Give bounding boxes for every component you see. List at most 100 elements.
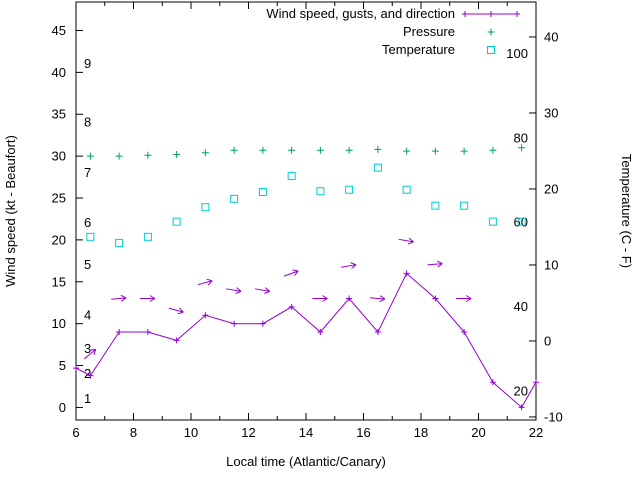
fahrenheit-label: 80 xyxy=(514,130,528,145)
legend-label-pressure: Pressure xyxy=(403,24,455,39)
temperature-point xyxy=(86,232,95,241)
wind-speed-point xyxy=(144,329,151,336)
beaufort-label: 2 xyxy=(84,366,91,381)
wind-direction-arrow xyxy=(111,294,127,302)
legend-sample-pressure-marker xyxy=(487,28,495,36)
left-tick-label: 35 xyxy=(52,107,66,122)
pressure-point xyxy=(259,146,267,154)
wind-speed-point xyxy=(533,379,539,386)
left-tick-label: 10 xyxy=(52,316,66,331)
left-tick-label: 30 xyxy=(52,149,66,164)
beaufort-label: 7 xyxy=(84,165,91,180)
wind-speed-point xyxy=(461,329,468,336)
celsius-tick-label: 0 xyxy=(544,333,551,348)
pressure-point xyxy=(115,152,123,160)
wind-direction-arrow xyxy=(254,287,271,294)
wind-direction-arrow xyxy=(83,348,97,360)
wind-direction-arrow xyxy=(398,237,414,245)
axis-ticks xyxy=(75,2,537,420)
wind-speed-point xyxy=(403,270,410,277)
pressure-point xyxy=(173,150,181,158)
temperature-point xyxy=(373,163,382,172)
temperature-point xyxy=(287,172,296,181)
wind-direction-arrow xyxy=(427,260,443,268)
x-tick-label: 18 xyxy=(414,425,428,440)
temperature-point xyxy=(345,185,354,194)
wind-speed-point xyxy=(346,295,353,302)
x-tick-label: 10 xyxy=(184,425,198,440)
arrow-shape xyxy=(427,260,443,268)
arrow-shape xyxy=(226,287,242,294)
right-axis-title: Temperature (C - F) xyxy=(619,154,634,268)
fahrenheit-label: 100 xyxy=(506,46,528,61)
wind-speed-point xyxy=(231,320,238,327)
wind-speed-point xyxy=(432,295,439,302)
axis-tick-labels: 6 8 10 12 14 16 18 20 22051015202530354045123456… xyxy=(52,23,563,440)
wind-direction-arrow xyxy=(139,295,156,302)
left-tick-label: 25 xyxy=(52,191,66,206)
wind-speed-point xyxy=(173,337,180,344)
arrow-shape xyxy=(341,262,357,269)
x-tick-label: 20 xyxy=(471,425,485,440)
fahrenheit-label: 20 xyxy=(514,384,528,399)
beaufort-label: 4 xyxy=(84,307,91,322)
left-axis-title: Wind speed (kt - Beaufort) xyxy=(3,135,18,287)
legend-sample-wind-marker xyxy=(488,11,494,17)
beaufort-label: 1 xyxy=(84,391,91,406)
pressure-point xyxy=(403,147,411,155)
wind-direction-arrow xyxy=(312,295,328,302)
celsius-tick-label: 20 xyxy=(544,181,558,196)
wind-speed-point xyxy=(87,372,94,379)
pressure-point xyxy=(316,146,324,154)
pressure-point xyxy=(201,149,209,157)
arrow-shape xyxy=(254,287,271,294)
left-tick-label: 5 xyxy=(59,358,66,373)
left-tick-label: 15 xyxy=(52,274,66,289)
x-tick-label: 8 xyxy=(130,425,137,440)
wind-speed-point xyxy=(489,379,496,386)
legend-sample-wind-marker xyxy=(514,11,520,17)
x-tick-label: 14 xyxy=(299,425,313,440)
temperature-point xyxy=(201,203,210,212)
temperature-point xyxy=(258,188,267,196)
x-tick-label: 16 xyxy=(356,425,370,440)
x-axis-title: Local time (Atlantic/Canary) xyxy=(226,454,386,469)
legend-label-wind: Wind speed, gusts, and direction xyxy=(266,6,455,21)
pressure-point xyxy=(518,144,526,152)
pressure-point xyxy=(86,152,94,160)
celsius-tick-label: 30 xyxy=(544,105,558,120)
wind-speed-point xyxy=(259,320,266,327)
fahrenheit-label: 60 xyxy=(514,215,528,230)
left-tick-label: 0 xyxy=(59,400,66,415)
arrow-shape xyxy=(398,237,414,245)
pressure-point xyxy=(230,146,238,154)
wind-speed-point xyxy=(73,365,79,372)
temperature-point xyxy=(172,217,181,226)
legend-label-temperature: Temperature xyxy=(382,42,455,57)
wind-speed-line xyxy=(75,272,537,409)
beaufort-label: 5 xyxy=(84,257,91,272)
temperature-point xyxy=(460,201,469,210)
wind-speed-point xyxy=(518,404,525,411)
wind-direction-arrow xyxy=(197,278,213,286)
wind-direction-arrow xyxy=(283,269,299,277)
beaufort-label: 6 xyxy=(84,215,91,230)
pressure-point xyxy=(489,146,497,154)
arrow-shape xyxy=(83,348,97,360)
pressure-point xyxy=(374,145,382,153)
temperature-point xyxy=(115,238,124,247)
arrow-shape xyxy=(283,269,299,277)
x-tick-label: 6 xyxy=(72,425,79,440)
beaufort-label: 3 xyxy=(84,341,91,356)
temperature-point xyxy=(517,217,526,226)
beaufort-label: 9 xyxy=(84,56,91,71)
wind-speed-point xyxy=(202,312,209,319)
left-tick-label: 45 xyxy=(52,23,66,38)
wind-speed-point xyxy=(288,303,295,310)
plot-border xyxy=(75,1,537,421)
temperature-point xyxy=(230,194,239,203)
chart-plot-area: 6 8 10 12 14 16 18 20 22051015202530354045123456… xyxy=(52,1,563,440)
pressure-point xyxy=(345,146,353,154)
